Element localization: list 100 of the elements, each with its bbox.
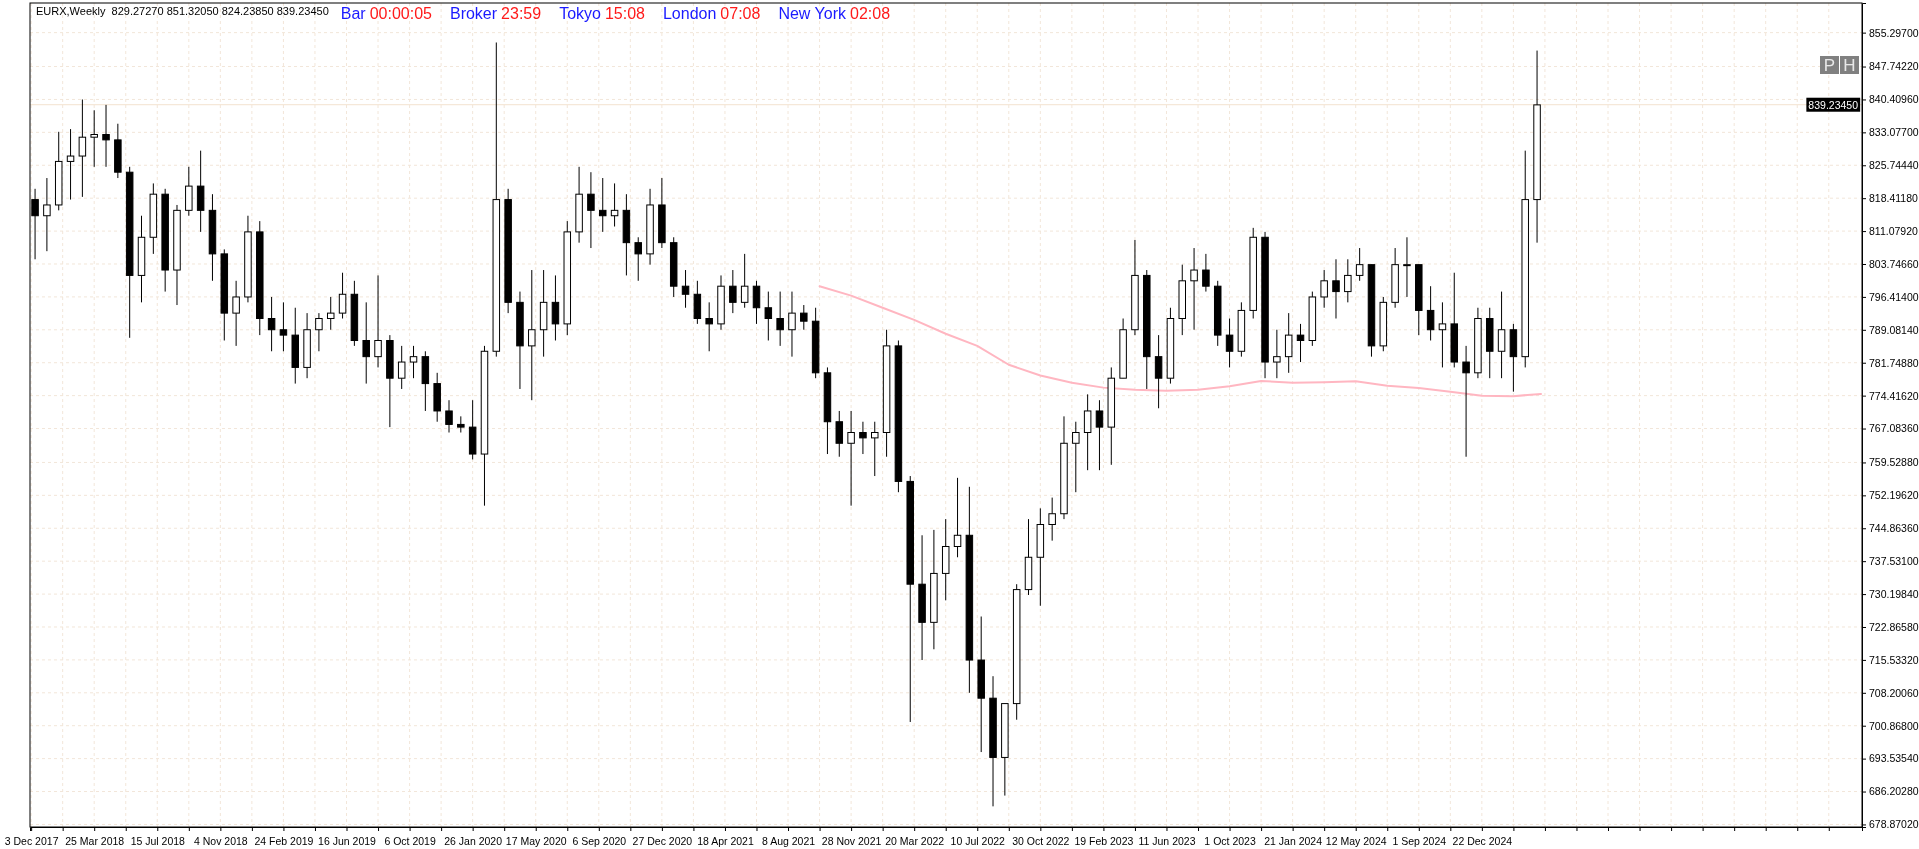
annotation: New York <box>778 5 847 22</box>
x-tick-label: 22 Dec 2024 <box>1452 835 1513 848</box>
candlestick <box>78 98 87 198</box>
annotation: Tokyo <box>559 5 602 22</box>
y-tick-label: 789.08140 <box>1869 323 1919 336</box>
x-tick-label: 18 Apr 2021 <box>697 835 754 848</box>
y-tick-label: 833.07700 <box>1869 126 1919 139</box>
candlestick <box>1462 345 1470 458</box>
candlestick <box>859 421 867 455</box>
candlestick <box>267 296 276 352</box>
candlestick <box>1332 258 1340 320</box>
x-tick-label: 15 Jul 2018 <box>130 835 186 848</box>
x-tick-label: 8 Aug 2021 <box>761 835 816 848</box>
x-tick-label: 20 Mar 2022 <box>885 835 945 848</box>
candlestick <box>1497 291 1506 379</box>
candlestick <box>1296 323 1305 363</box>
candlestick <box>1273 329 1281 379</box>
x-tick-label: 27 Dec 2020 <box>632 835 693 848</box>
x-tick-label: 12 May 2024 <box>1325 835 1387 848</box>
candlestick <box>551 274 560 341</box>
candlestick <box>326 296 335 331</box>
y-tick-label: 818.41180 <box>1869 192 1919 205</box>
x-tick-label: 4 Nov 2018 <box>193 835 248 848</box>
candlestick <box>953 477 962 558</box>
candlestick <box>1095 399 1104 471</box>
y-tick-label: 774.41620 <box>1869 389 1919 402</box>
annotation: Bar <box>340 5 367 22</box>
y-tick-label: 700.86800 <box>1869 719 1919 732</box>
annotation: 15:08 <box>604 5 646 22</box>
candlestick <box>90 109 98 168</box>
y-tick-label: 715.53320 <box>1869 653 1919 666</box>
y-tick-label: 855.29700 <box>1869 26 1919 39</box>
candlestick <box>315 312 323 352</box>
x-tick-label: 28 Nov 2021 <box>821 835 882 848</box>
candlestick <box>1355 247 1364 282</box>
y-tick-label: 759.52880 <box>1869 456 1919 469</box>
candlestick <box>374 274 382 368</box>
x-tick-label: 25 Mar 2018 <box>65 835 125 848</box>
candlestick <box>338 272 347 320</box>
candlestick <box>634 236 642 282</box>
x-tick-label: 6 Sep 2020 <box>572 835 627 848</box>
candlestick <box>1320 269 1328 309</box>
candlestick <box>1438 301 1447 368</box>
candlestick <box>1426 285 1435 341</box>
annotation: London <box>662 5 717 22</box>
line-series <box>818 285 1542 398</box>
button: P <box>1820 56 1839 75</box>
x-tick-label: 17 May 2020 <box>505 835 567 848</box>
candlestick <box>528 269 536 401</box>
chart-title: EURX,Weekly 829.27270 851.32050 824.23850 839.23450 <box>36 5 329 17</box>
candlestick <box>397 345 406 390</box>
candlestick <box>800 304 808 331</box>
candlestick <box>409 345 418 379</box>
annotation: 02:08 <box>850 5 891 22</box>
x-tick-label: 1 Oct 2023 <box>1204 835 1256 848</box>
x-tick-label: 16 Jun 2019 <box>318 835 377 848</box>
candlestick <box>1048 497 1056 542</box>
x-tick-label: 10 Jul 2022 <box>950 835 1006 848</box>
candlestick <box>279 301 288 352</box>
candlestick <box>102 104 110 168</box>
x-tick-label: 21 Jan 2024 <box>1264 835 1323 848</box>
candlestick <box>705 301 713 352</box>
candlestick <box>1284 312 1293 374</box>
candlestick <box>66 128 75 201</box>
candlestick <box>43 177 51 252</box>
candlestick <box>1225 318 1234 368</box>
candlestick <box>752 280 761 325</box>
candlestick <box>1344 258 1352 303</box>
candlestick <box>1083 393 1092 471</box>
annotation: 00:00:05 <box>369 5 433 22</box>
y-tick-label: 803.74660 <box>1869 257 1919 270</box>
y-tick-label: 708.20060 <box>1869 686 1919 699</box>
candlestick <box>871 421 879 477</box>
annotation: 07:08 <box>720 5 761 22</box>
annotation: Broker <box>449 5 498 22</box>
y-tick-label: 686.20280 <box>1869 785 1919 798</box>
candlestick <box>1403 236 1411 298</box>
x-tick-label: 24 Feb 2019 <box>254 835 314 848</box>
x-tick-label: 1 Sep 2024 <box>1392 835 1447 848</box>
y-tick-label: 840.40960 <box>1869 93 1919 106</box>
candlestick <box>764 291 773 341</box>
y-tick-label: 752.19620 <box>1869 489 1919 502</box>
y-tick-label: 693.53540 <box>1869 752 1919 765</box>
candlestick <box>788 291 796 358</box>
candlestick <box>1190 247 1198 331</box>
x-tick-label: 3 Dec 2017 <box>4 835 59 848</box>
x-tick-label: 19 Feb 2023 <box>1074 835 1134 848</box>
candlestick <box>598 177 607 233</box>
x-tick-label: 6 Oct 2019 <box>384 835 436 848</box>
candlestick <box>445 399 453 433</box>
candlestick <box>232 280 240 347</box>
candlestick <box>587 171 595 249</box>
button: H <box>1840 56 1859 75</box>
y-tick-label: 847.74220 <box>1869 60 1919 73</box>
candlestick <box>1072 421 1080 493</box>
x-tick-label: 30 Oct 2022 <box>1012 835 1070 848</box>
y-tick-label: 767.08360 <box>1869 422 1919 435</box>
y-tick-label: 781.74880 <box>1869 356 1919 369</box>
x-tick-label: 11 Jun 2023 <box>1138 835 1196 848</box>
candlestick <box>362 301 370 385</box>
